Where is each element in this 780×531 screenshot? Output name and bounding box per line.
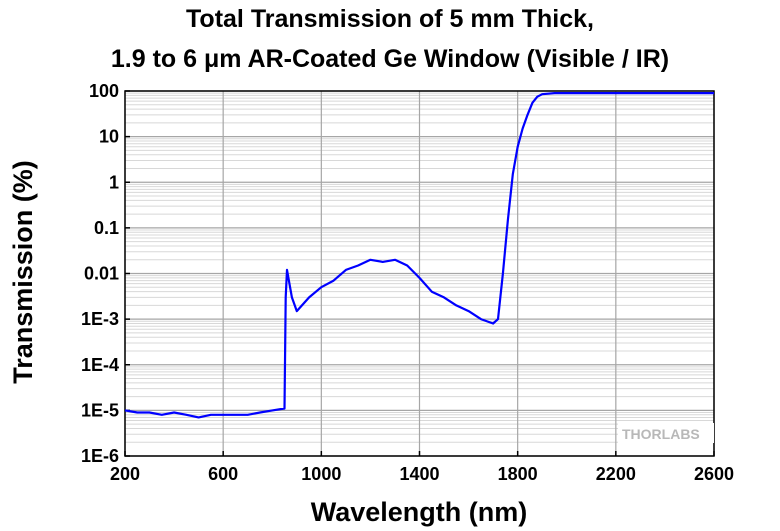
- logo-text: THORLABS: [622, 426, 700, 442]
- y-tick-label: 1E-5: [81, 400, 119, 420]
- series-group: [124, 91, 714, 419]
- chart-title-line-1: Total Transmission of 5 mm Thick,: [186, 5, 594, 33]
- x-tick-labels: 200 600 1000 1400 1800 2200 2600: [110, 464, 734, 484]
- y-tick-label: 1E-6: [81, 446, 119, 466]
- x-axis-label: Wavelength (nm): [311, 497, 528, 527]
- y-tick-label: 1: [109, 172, 119, 192]
- y-tick-label: 100: [89, 81, 119, 101]
- y-tick-labels: 1E-6 1E-5 1E-4 1E-3 0.01 0.1 1 10 100: [81, 81, 119, 466]
- chart-title-line-2: 1.9 to 6 μm AR-Coated Ge Window (Visible…: [110, 45, 670, 73]
- y-tick-label: 10: [99, 127, 119, 147]
- x-tick-label: 2200: [596, 464, 636, 484]
- transmission-series-line: [124, 91, 714, 419]
- x-tick-label: 200: [110, 464, 140, 484]
- x-tick-label: 600: [208, 464, 238, 484]
- thorlabs-logo: THORLABS: [618, 423, 714, 443]
- y-axis-label: Transmission (%): [8, 160, 38, 384]
- grid: [124, 90, 715, 457]
- y-tick-label: 1E-4: [81, 355, 119, 375]
- x-tick-label: 1400: [399, 464, 439, 484]
- y-tick-label: 1E-3: [81, 309, 119, 329]
- y-tick-label: 0.01: [84, 264, 119, 284]
- x-tick-label: 1800: [498, 464, 538, 484]
- x-tick-label: 1000: [301, 464, 341, 484]
- y-tick-label: 0.1: [94, 218, 119, 238]
- x-tick-label: 2600: [694, 464, 734, 484]
- plot-frame: [124, 90, 715, 457]
